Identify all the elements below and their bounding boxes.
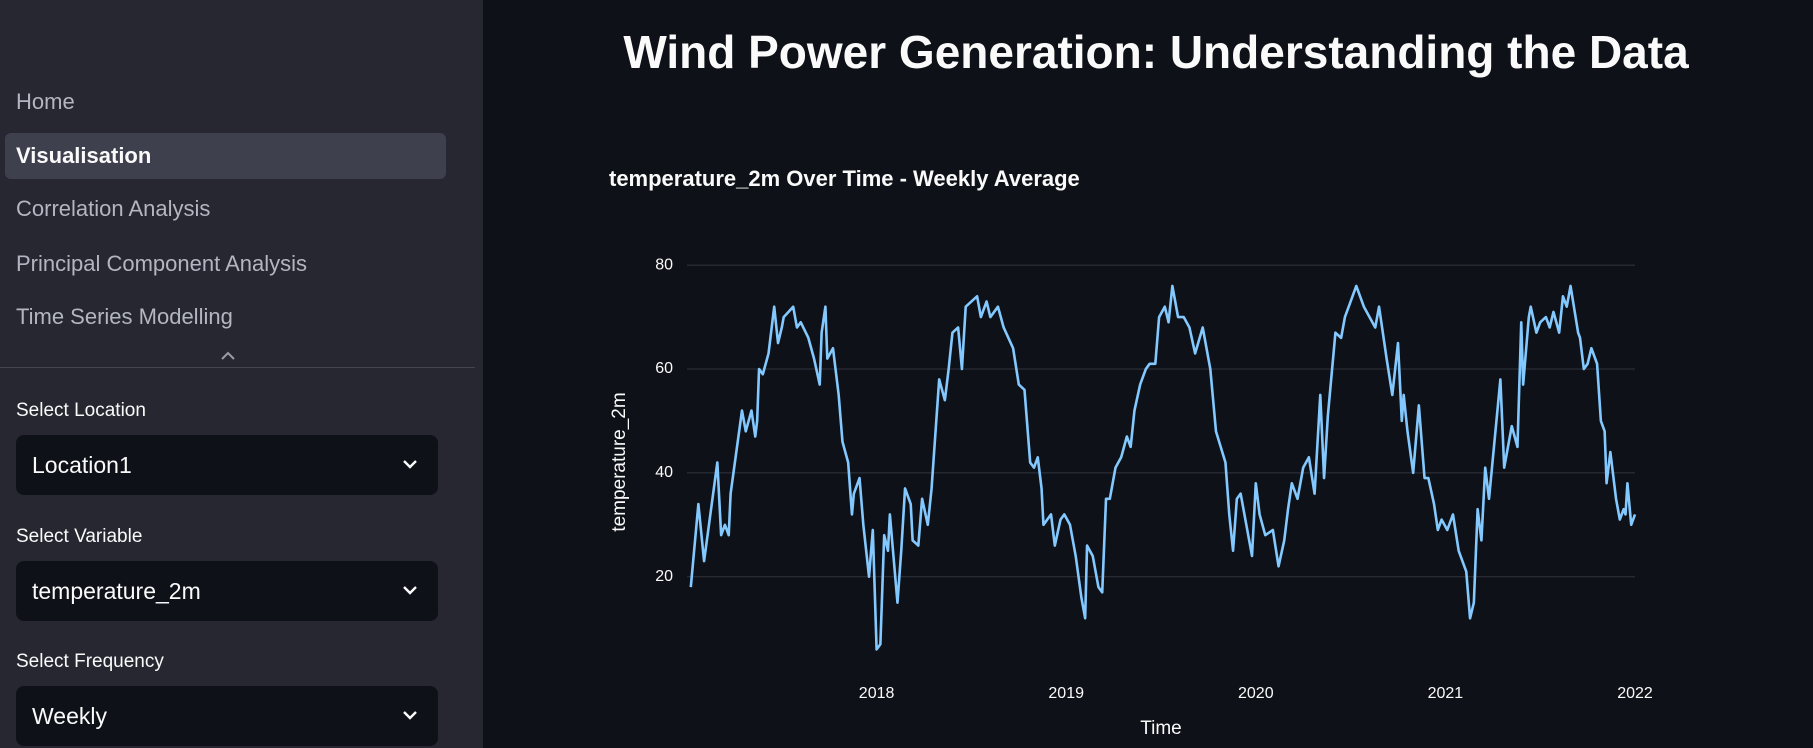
control-label: Select Location	[16, 400, 146, 421]
x-tick-label: 2020	[1238, 685, 1274, 702]
nav-item[interactable]: Principal Component Analysis	[16, 251, 308, 276]
y-axis-label: temperature_2m	[609, 392, 630, 531]
select-box[interactable]: Weekly	[16, 686, 438, 746]
chevron	[403, 460, 417, 469]
sidebar: Home Visualisation Correlation Analysis Pri…	[0, 0, 483, 748]
x-axis-label: Time	[1140, 718, 1182, 739]
select-box[interactable]: temperature_2m	[16, 561, 438, 621]
control-label: Select Frequency	[16, 651, 164, 672]
nav-item[interactable]: Visualisation	[5, 133, 446, 179]
y-tick-label: 60	[655, 360, 673, 377]
select-value: Location1	[32, 452, 132, 478]
page-title: Wind Power Generation: Understanding the…	[623, 26, 1689, 78]
y-tick-label: 40	[655, 464, 673, 481]
collapse-icon[interactable]	[218, 349, 238, 363]
x-tick-label: 2021	[1428, 685, 1464, 702]
nav-item[interactable]: Time Series Modelling	[16, 304, 233, 329]
data-line	[689, 284, 1637, 651]
chevron	[403, 586, 417, 595]
nav-item[interactable]: Home	[16, 89, 75, 114]
chevron	[403, 711, 417, 720]
y-tick-label: 20	[655, 568, 673, 585]
x-tick-label: 2022	[1617, 685, 1653, 702]
divider	[0, 367, 475, 368]
select-box[interactable]: Location1	[16, 435, 438, 495]
select-value: temperature_2m	[32, 578, 201, 604]
nav-item[interactable]: Correlation Analysis	[16, 196, 211, 221]
control-label: Select Variable	[16, 526, 143, 547]
x-tick-label: 2018	[859, 685, 895, 702]
select-value: Weekly	[32, 703, 107, 729]
chart-title: temperature_2m Over Time - Weekly Averag…	[609, 166, 1080, 191]
main-area: Wind Power Generation: Understanding the…	[609, 26, 1689, 739]
x-tick-label: 2019	[1048, 685, 1084, 702]
y-tick-label: 80	[655, 256, 673, 273]
